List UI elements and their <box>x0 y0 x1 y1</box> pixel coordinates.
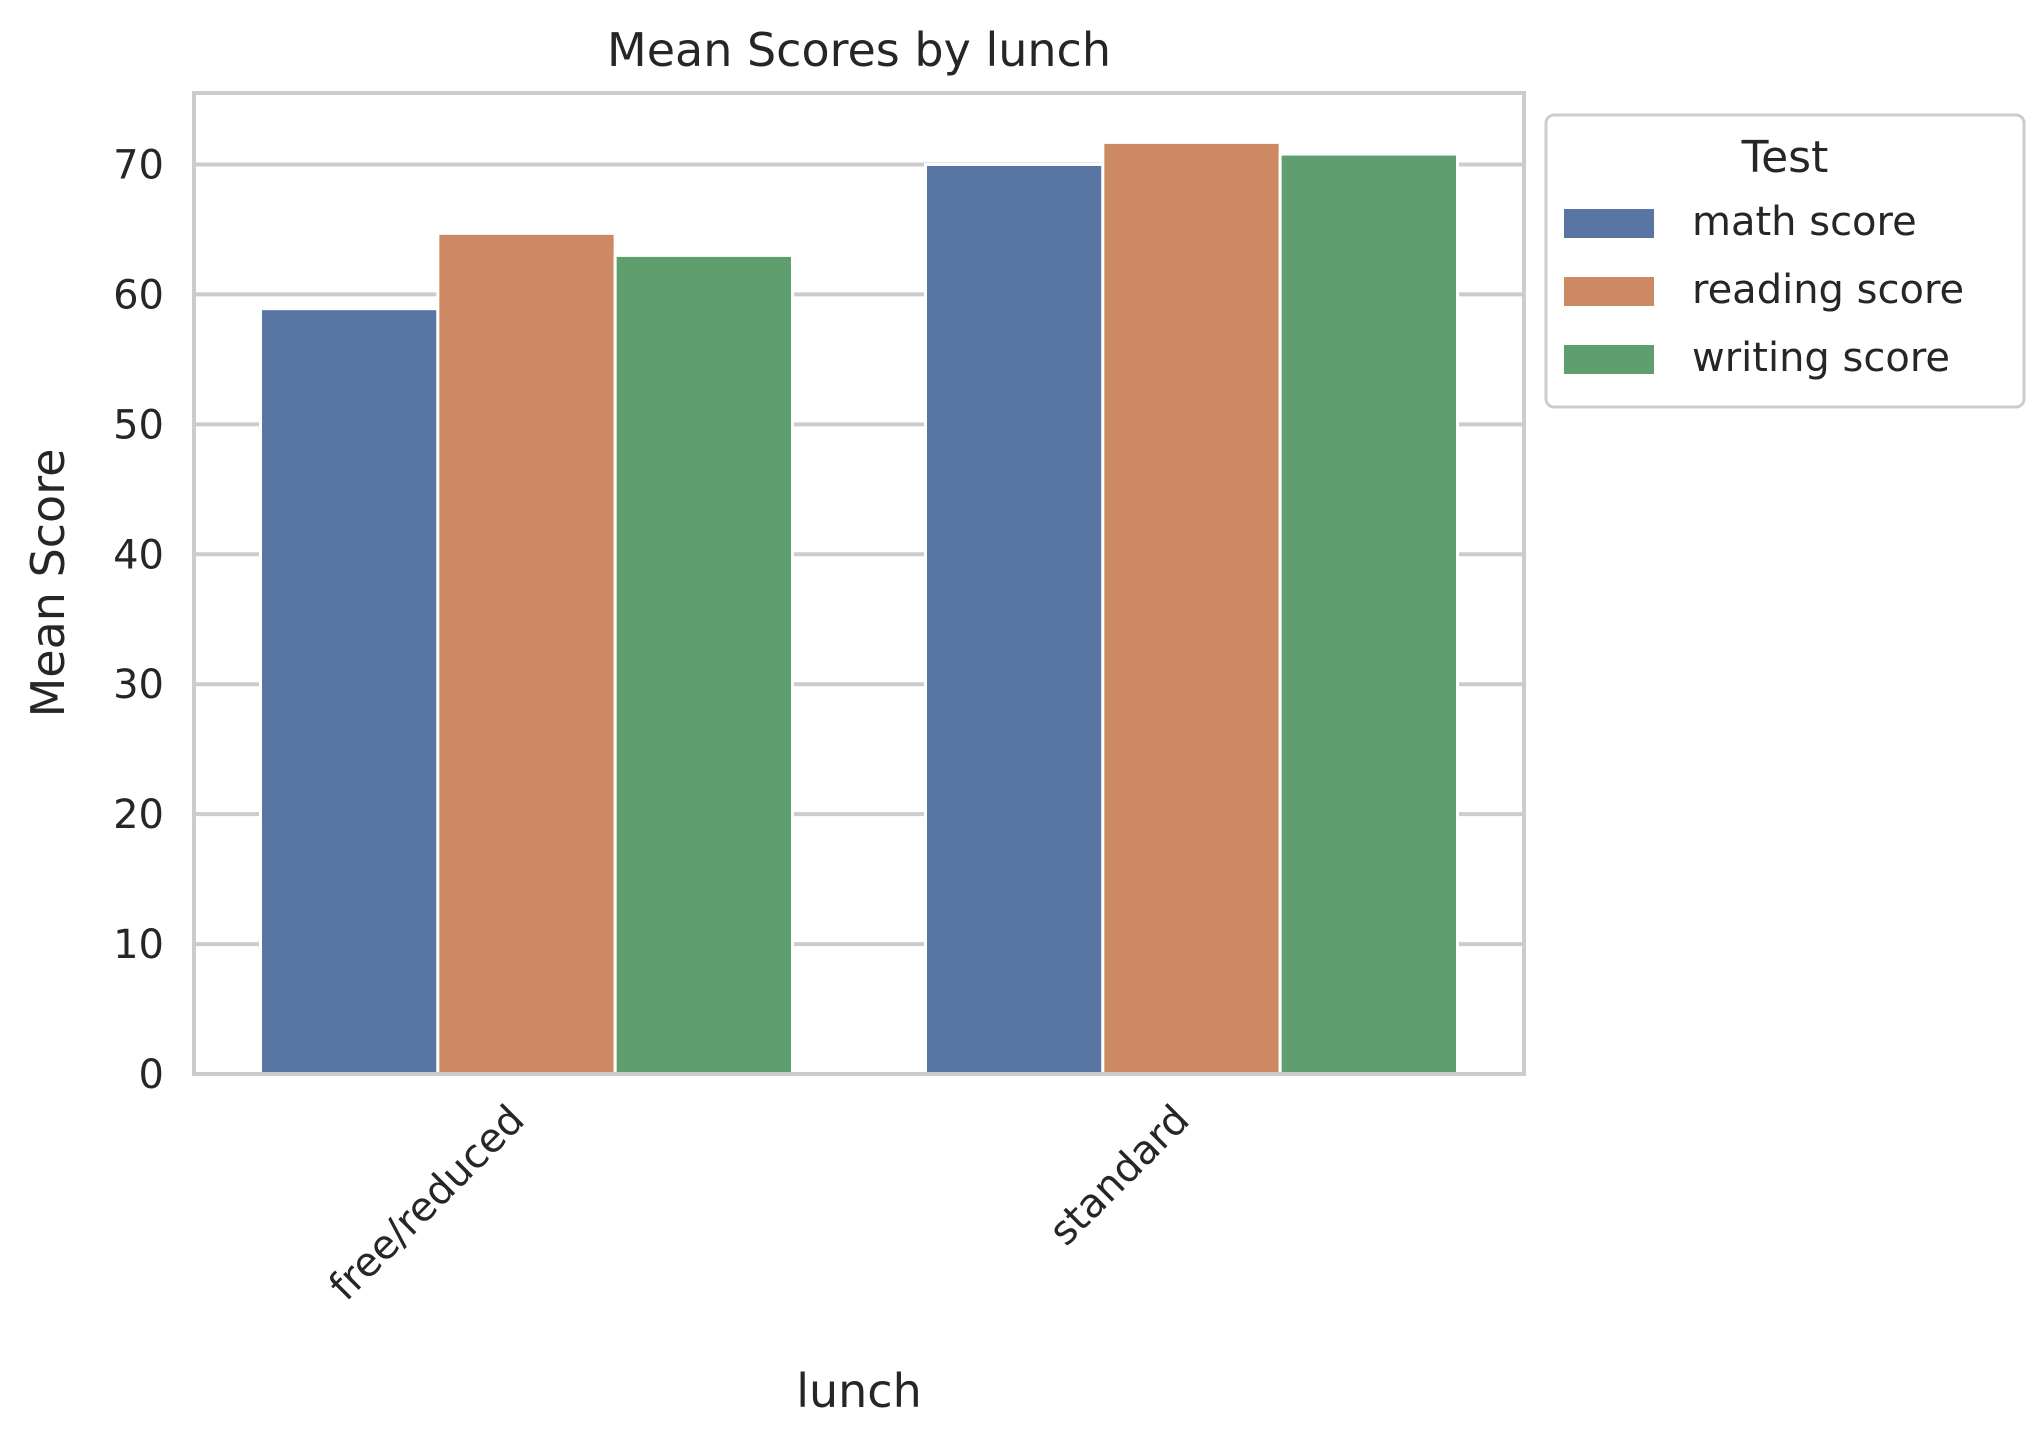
legend: Test math score reading score writing scor… <box>1544 113 2026 409</box>
bars <box>259 140 1459 1076</box>
x-axis-ticks: free/reduced standard <box>321 1097 1199 1310</box>
bar-writing-score-free-reduced <box>613 253 795 1076</box>
chart-title: Mean Scores by lunch <box>607 23 1111 77</box>
legend-swatch <box>1562 275 1656 308</box>
legend-label: math score <box>1692 199 1917 245</box>
y-axis-label: Mean Score <box>21 449 75 718</box>
legend-frame <box>1544 113 2026 409</box>
legend-title: Test <box>1741 132 1829 183</box>
x-tick-label: standard <box>1041 1097 1199 1255</box>
bar-writing-score-standard <box>1278 152 1459 1076</box>
y-tick-label: 20 <box>113 792 164 838</box>
legend-entries: math score reading score writing score <box>1562 199 1964 381</box>
y-tick-label: 30 <box>113 662 164 708</box>
plot-frame <box>192 91 1526 1076</box>
y-tick-label: 60 <box>113 272 164 318</box>
y-tick-label: 70 <box>113 142 164 188</box>
legend-swatch <box>1562 343 1656 376</box>
legend-label: reading score <box>1692 267 1964 313</box>
y-tick-label: 50 <box>113 402 164 448</box>
legend-label: writing score <box>1692 335 1950 381</box>
bar-reading-score-standard <box>1101 140 1282 1076</box>
bar-math-score-free-reduced <box>259 307 440 1076</box>
y-axis-ticks: 0 10 20 30 40 50 60 70 <box>113 142 164 1098</box>
y-tick-label: 0 <box>139 1052 164 1098</box>
bar-reading-score-free-reduced <box>436 231 617 1076</box>
bar-math-score-standard <box>924 162 1105 1076</box>
x-tick-label: free/reduced <box>321 1097 534 1310</box>
y-tick-label: 10 <box>113 922 164 968</box>
legend-swatch <box>1562 207 1656 240</box>
x-axis-label: lunch <box>796 1364 922 1418</box>
y-tick-label: 40 <box>113 532 164 578</box>
